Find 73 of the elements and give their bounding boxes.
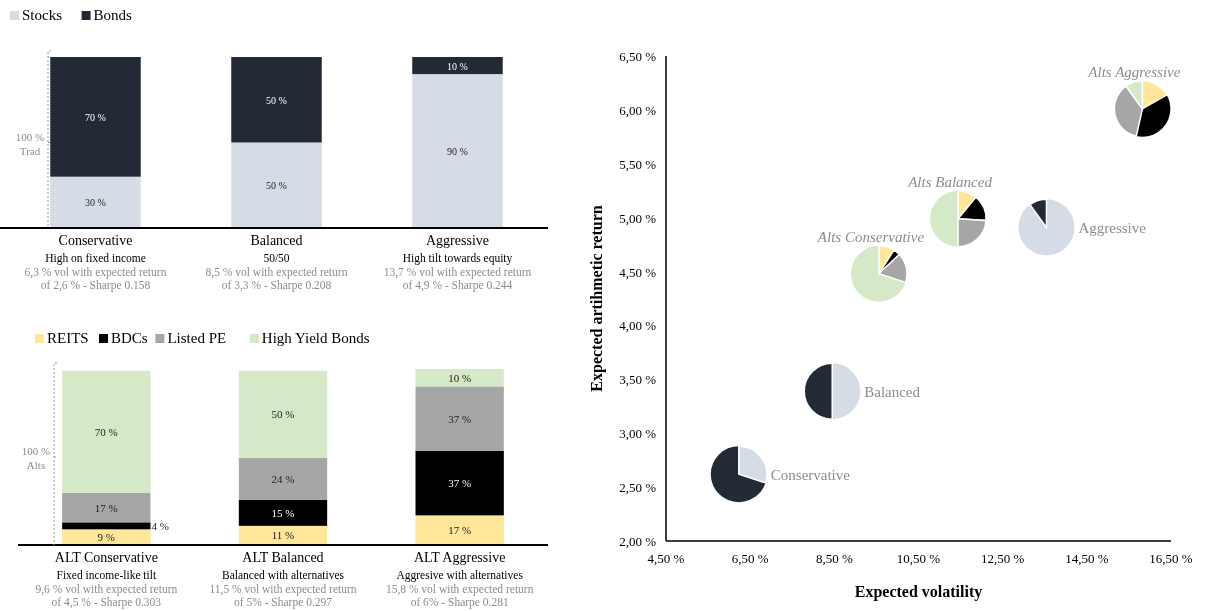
x-tick-label: ALT Aggressive Aggresive with alternatives 15,8 % vol with expected return of 6% - Sharpe 0.281 — [385, 550, 534, 609]
x-tick-label: 6,50 % — [731, 551, 769, 566]
data-label: 90 % — [447, 146, 468, 158]
bar — [62, 370, 151, 493]
data-label: 11 % — [271, 529, 295, 542]
series-label: Alts Conservative — [816, 228, 925, 245]
bar — [231, 142, 322, 228]
data-label: 70 % — [94, 425, 118, 438]
series-label: Conservative — [770, 467, 851, 484]
bar — [50, 176, 141, 228]
y-tick-label: 6,00 % — [619, 102, 657, 118]
annotation: 100 % Trad — [15, 130, 45, 157]
legend-label: BDCs — [111, 330, 148, 346]
data-label: 4 % — [151, 519, 169, 532]
bar — [412, 57, 503, 75]
data-label: 15 % — [271, 506, 295, 519]
bar — [62, 492, 151, 523]
bar — [238, 370, 328, 458]
annotation: 100 % Alts — [21, 445, 51, 471]
x-tick-label: Conservative High on fixed income 6,3 % vol with expected return of 2,6 % - Sharpe 0.158 — [24, 233, 167, 292]
legend-label: REITS — [47, 330, 89, 346]
data-label: 50 % — [271, 408, 295, 421]
legend-label: Bonds — [93, 7, 133, 23]
x-tick-label: 12,50 % — [980, 551, 1025, 566]
data-label: 50 % — [266, 180, 287, 192]
x-tick-label: Balanced 50/50 8,5 % vol with expected return of 3,3 % - Sharpe 0.208 — [205, 233, 348, 292]
bar — [415, 515, 504, 545]
x-axis-title: Expected volatility — [854, 583, 983, 601]
x-tick-label: Aggressive High tilt towards equity 13,7 % vol with expected return of 4,9 % - Sharpe 0.244 — [383, 233, 532, 292]
bar — [62, 522, 151, 530]
y-tick-label: 3,00 % — [619, 426, 657, 442]
y-tick-label: 5,50 % — [619, 156, 657, 172]
y-tick-label: 3,50 % — [619, 372, 657, 388]
data-label: 70 % — [85, 111, 106, 123]
series-label: Alts Aggressive — [1087, 63, 1181, 80]
x-tick-label: 8,50 % — [815, 551, 853, 566]
x-tick-label: 10,50 % — [896, 551, 941, 566]
data-label: 10 % — [447, 60, 468, 72]
y-tick-label: 6,50 % — [619, 49, 657, 64]
bar — [238, 499, 328, 526]
data-label: 37 % — [448, 412, 472, 425]
series-label: Alts Balanced — [907, 173, 993, 190]
x-tick-label: 4,50 % — [647, 551, 685, 566]
y-tick-label: 2,00 % — [619, 534, 657, 549]
bar — [50, 57, 141, 177]
y-tick-label: 4,00 % — [619, 318, 657, 334]
data-label: 17 % — [448, 524, 472, 537]
y-axis-title: Expected artihmetic return — [588, 205, 606, 392]
y-tick-label: 2,50 % — [619, 480, 657, 496]
legend-label: Listed PE — [167, 330, 227, 346]
series-label: Balanced — [864, 384, 921, 401]
x-tick-label: ALT Balanced Balanced with alternatives 11,5 % vol with expected return of 5% - Sharpe 0.297 — [209, 550, 357, 609]
data-label: 9 % — [97, 531, 116, 544]
data-label: 30 % — [85, 197, 106, 209]
data-label: 17 % — [94, 501, 118, 514]
bar — [238, 457, 328, 500]
series-label: Aggressive — [1078, 220, 1147, 237]
legend-label: Stocks — [22, 7, 63, 23]
legend-label: High Yield Bonds — [261, 330, 370, 346]
x-tick-label: 14,50 % — [1065, 551, 1109, 566]
data-label: 50 % — [266, 94, 287, 106]
bar — [62, 529, 151, 545]
bar — [231, 57, 322, 143]
y-tick-label: 5,00 % — [619, 210, 657, 226]
bar — [415, 386, 504, 451]
data-label: 37 % — [448, 477, 472, 490]
data-label: 10 % — [448, 371, 472, 384]
data-label: 24 % — [271, 472, 295, 485]
x-tick-label: 16,50 % — [1149, 551, 1193, 566]
x-tick-label: ALT Conservative Fixed income-like tilt 9,6 % vol with expected return of 4,5 % - Sharpe 0.303 — [35, 550, 178, 609]
bar — [415, 369, 504, 387]
bar — [415, 450, 504, 516]
bar — [412, 74, 503, 228]
